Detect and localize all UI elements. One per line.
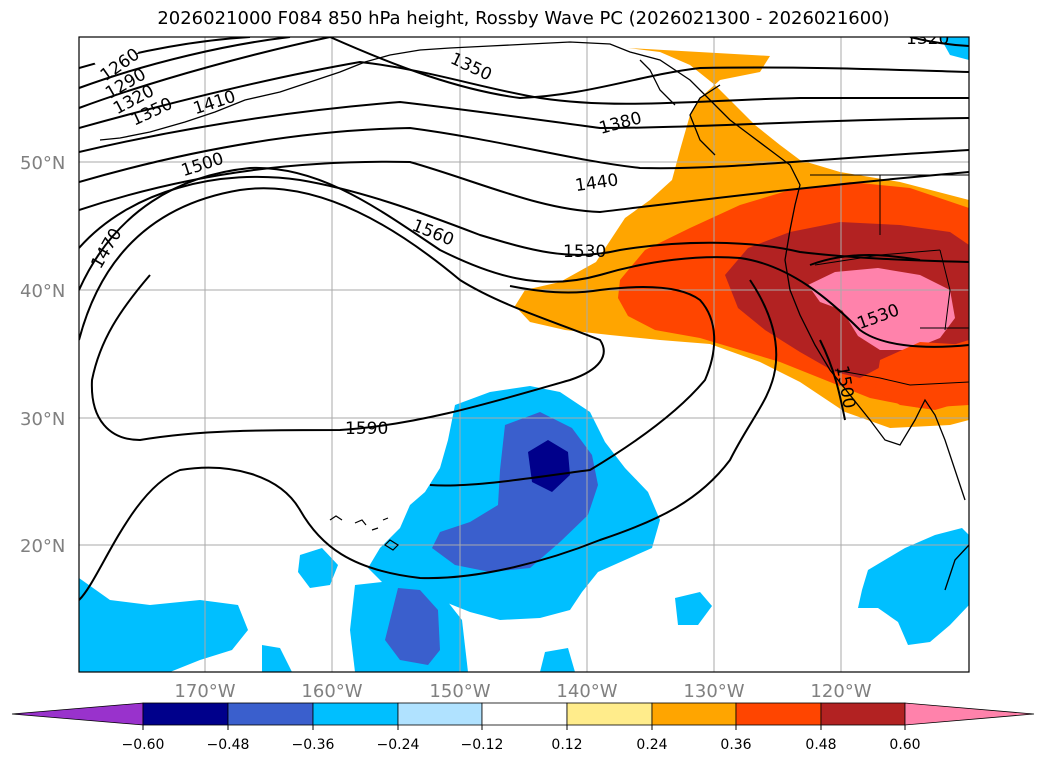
negative-anomaly-southwest bbox=[79, 578, 248, 672]
lon-label-160w: 160°W bbox=[301, 681, 362, 702]
colorbar-tick-label: 0.36 bbox=[720, 737, 751, 753]
lon-label-130w: 130°W bbox=[683, 681, 744, 702]
map-title: 2026021000 F084 850 hPa height, Rossby W… bbox=[157, 8, 890, 29]
colorbar-tick-label: −0.48 bbox=[207, 737, 250, 753]
lon-label-140w: 140°W bbox=[556, 681, 617, 702]
positive-anomaly-orange-south bbox=[875, 342, 969, 410]
map-area: 1260 1290 1320 1350 1350 1410 1500 1470 … bbox=[79, 29, 969, 672]
lon-label-120w: 120°W bbox=[810, 681, 871, 702]
colorbar-bin bbox=[566, 702, 653, 726]
hawaiian-islands bbox=[329, 515, 399, 551]
negative-anomaly-small-east bbox=[675, 592, 712, 625]
height-contours bbox=[79, 37, 969, 601]
negative-anomaly-top-right bbox=[940, 37, 969, 60]
colorbar-tick-label: 0.48 bbox=[805, 737, 836, 753]
colorbar-extend-left bbox=[11, 702, 144, 726]
contour-label: 1320 bbox=[906, 29, 949, 49]
map-frame bbox=[78, 36, 970, 673]
colorbar-bin bbox=[820, 702, 906, 726]
lat-label-30n: 30°N bbox=[20, 409, 65, 430]
negative-anomaly-navy bbox=[528, 440, 570, 492]
contour-label: 1590 bbox=[345, 419, 388, 439]
colorbar-tick-label: 0.12 bbox=[551, 737, 582, 753]
lat-label-40n: 40°N bbox=[20, 281, 65, 302]
colorbar-bin bbox=[651, 702, 737, 726]
coastlines bbox=[99, 41, 969, 591]
contour-label: 1530 bbox=[563, 242, 606, 262]
gridlines bbox=[79, 37, 969, 672]
negative-anomaly-royal-blue-south bbox=[385, 588, 440, 665]
colorbar-tick-label: −0.24 bbox=[377, 737, 420, 753]
colorbar-bin bbox=[142, 702, 229, 726]
lon-label-150w: 150°W bbox=[429, 681, 490, 702]
lat-label-20n: 20°N bbox=[20, 536, 65, 557]
positive-anomaly-pink bbox=[808, 268, 955, 350]
colorbar-bin bbox=[227, 702, 314, 726]
colorbar-bin bbox=[481, 702, 568, 726]
colorbar-tick-label: −0.36 bbox=[292, 737, 335, 753]
colorbar-tick-label: 0.60 bbox=[889, 737, 920, 753]
colorbar-tick-label: −0.12 bbox=[461, 737, 504, 753]
colorbar-bin bbox=[312, 702, 399, 726]
negative-anomaly-east bbox=[858, 528, 969, 645]
colorbar-ticks: −0.60 −0.48 −0.36 −0.24 −0.12 0.12 0.24 … bbox=[122, 725, 921, 753]
colorbar-bin bbox=[735, 702, 822, 726]
colorbar-tick-label: 0.24 bbox=[636, 737, 667, 753]
colorbar bbox=[11, 702, 1035, 726]
lat-label-50n: 50°N bbox=[20, 153, 65, 174]
lon-label-170w: 170°W bbox=[174, 681, 235, 702]
negative-anomaly-small-south bbox=[262, 645, 292, 672]
colorbar-bin bbox=[397, 702, 483, 726]
negative-anomaly-small-west bbox=[298, 548, 338, 588]
colorbar-tick-label: −0.60 bbox=[122, 737, 165, 753]
negative-anomaly-bottom-mid bbox=[540, 648, 575, 672]
colorbar-extend-right bbox=[904, 702, 1035, 726]
